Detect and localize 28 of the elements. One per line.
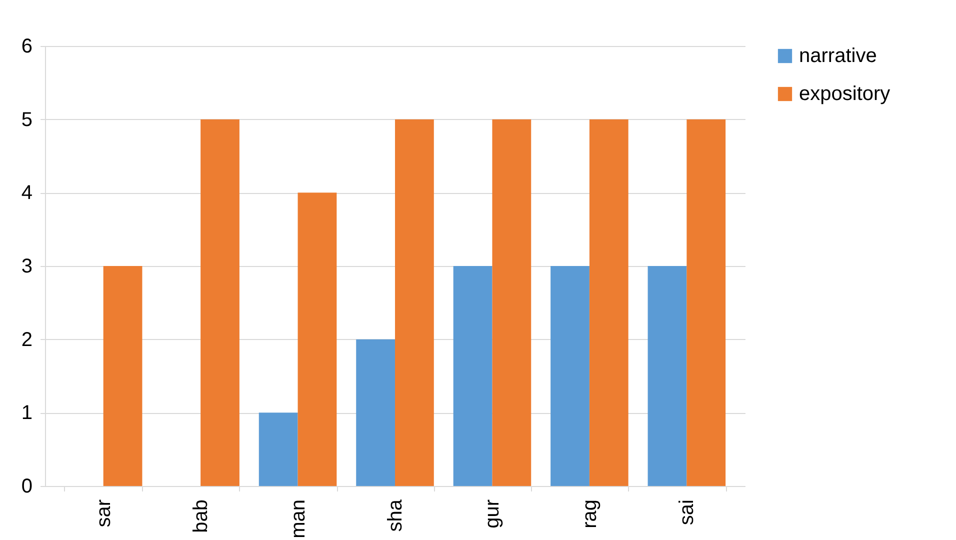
y-tick-label: 6 xyxy=(21,36,32,58)
x-tick-label: sha xyxy=(384,498,406,532)
y-tick-label: 5 xyxy=(21,108,32,131)
bar xyxy=(103,266,142,486)
bar xyxy=(356,339,395,486)
legend-label: narrative xyxy=(799,45,877,67)
bar xyxy=(686,119,726,486)
bar xyxy=(648,266,687,486)
bar xyxy=(395,119,434,486)
bar xyxy=(492,119,532,486)
bar xyxy=(298,192,337,486)
x-tick-label: man xyxy=(287,500,310,538)
bar xyxy=(589,119,628,486)
bar xyxy=(550,266,590,486)
y-tick-label: 3 xyxy=(21,256,32,278)
x-tick-label: sai xyxy=(676,500,698,526)
x-tick-label: gur xyxy=(482,499,504,528)
bar xyxy=(453,266,492,486)
bar xyxy=(258,412,298,486)
x-tick-label: sar xyxy=(92,499,115,528)
legend-label: expository xyxy=(799,83,890,105)
bar xyxy=(200,119,240,486)
y-tick-label: 1 xyxy=(21,402,32,424)
x-tick-label: rag xyxy=(578,500,601,528)
x-tick-label: bab xyxy=(190,500,212,533)
y-tick-label: 4 xyxy=(21,182,32,204)
y-tick-label: 2 xyxy=(21,328,32,351)
y-tick-label: 0 xyxy=(21,476,32,498)
